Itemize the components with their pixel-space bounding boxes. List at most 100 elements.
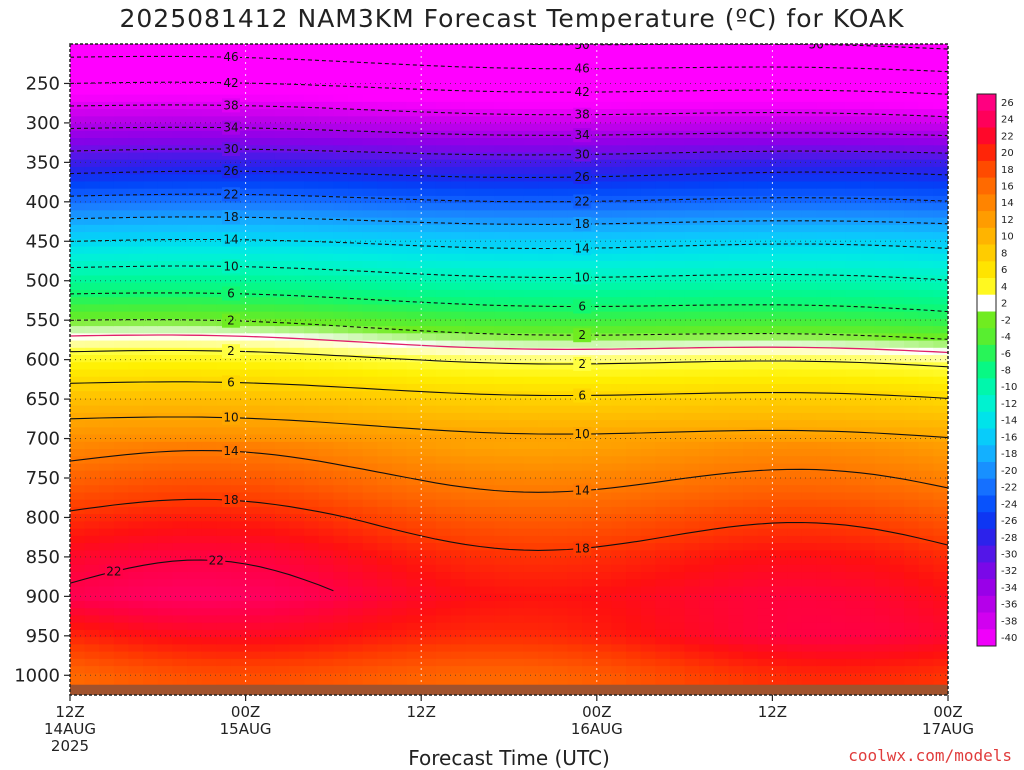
heat-cell [611,51,627,60]
heat-cell [479,340,495,349]
heat-cell [143,239,159,248]
heat-cell [333,246,349,255]
heat-cell [743,188,759,197]
heat-cell [245,600,261,609]
heat-cell [260,297,276,305]
heat-cell [728,362,744,371]
heat-cell [626,528,642,537]
heat-cell [201,318,217,327]
heat-cell [99,145,115,154]
heat-cell [582,159,598,168]
heat-cell [172,217,188,226]
heat-cell [450,217,466,226]
heat-cell [845,166,861,175]
heat-cell [626,651,642,660]
heat-cell [684,499,700,508]
heat-cell [230,506,247,515]
heat-cell [157,463,174,472]
heat-cell [757,101,773,110]
heat-cell [260,550,276,559]
heat-cell [70,326,86,334]
heat-cell [84,355,100,363]
heat-cell [157,427,174,436]
heat-cell [669,195,686,204]
heat-cell [245,673,261,682]
heat-cell [406,217,422,226]
heat-cell [304,572,320,580]
heat-cell [435,470,452,479]
heat-cell [757,326,773,334]
heat-cell [230,608,247,617]
heat-cell [713,311,730,320]
heat-cell [611,637,627,645]
heat-cell [713,181,730,190]
heat-cell [655,51,671,60]
heat-cell [99,181,115,190]
heat-cell [801,297,817,305]
heat-cell [611,268,627,277]
heat-cell [757,268,773,277]
heat-cell [669,289,686,298]
heat-cell [713,557,730,566]
heat-cell [318,138,334,146]
heat-cell [435,369,452,378]
heat-cell [567,72,583,81]
heat-cell [289,485,305,494]
heat-cell [787,564,803,573]
heat-cell [216,116,232,125]
heat-cell [655,557,671,566]
heat-cell [874,138,891,146]
heat-cell [801,181,817,190]
heat-cell [713,449,730,457]
heat-cell [289,427,305,436]
heat-cell [699,680,715,689]
heat-cell [70,658,86,667]
heat-cell [845,246,861,255]
heat-cell [801,94,817,103]
heat-cell [772,304,788,313]
heat-cell [143,174,159,183]
heat-cell [655,535,671,544]
heat-cell [128,224,144,233]
heat-cell [552,333,569,342]
heat-cell [830,318,847,327]
heat-cell [728,232,744,240]
heat-cell [552,210,569,219]
heat-cell [494,159,510,168]
heat-cell [684,217,700,226]
heat-cell [860,376,876,385]
heat-cell [274,528,291,537]
heat-cell [230,253,247,262]
heat-cell [509,376,525,385]
heat-cell [552,680,569,689]
heat-cell [70,622,86,631]
heat-cell [99,224,115,233]
heat-cell [143,564,159,573]
heat-cell [113,138,130,146]
heat-cell [626,680,642,689]
heat-cell [845,579,861,588]
heat-cell [421,166,437,175]
heat-cell [757,116,773,125]
heat-cell [874,152,891,161]
heat-cell [230,658,247,667]
heat-cell [201,391,217,400]
heat-cell [728,485,744,494]
heat-cell [699,412,715,421]
heat-cell [84,420,100,428]
heat-cell [391,478,408,486]
heat-cell [816,478,832,486]
heat-cell [713,412,730,421]
heat-cell [128,362,144,371]
heat-cell [348,311,364,320]
heat-cell [377,499,393,508]
heat-cell [157,282,174,291]
heat-cell [84,651,100,660]
heat-cell [728,289,744,298]
heat-cell [684,94,700,103]
heat-cell [450,282,466,291]
heat-cell [684,340,700,349]
heat-cell [274,87,291,96]
heat-cell [143,253,159,262]
heat-cell [523,109,539,117]
